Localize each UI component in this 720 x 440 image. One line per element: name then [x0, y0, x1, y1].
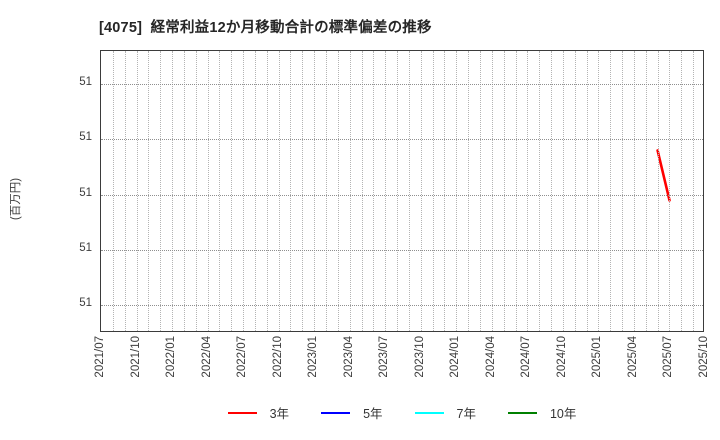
legend-item-1: 5年: [321, 403, 383, 422]
v-gridline: [503, 51, 505, 331]
legend-label: 7年: [456, 407, 476, 421]
v-gridline: [622, 51, 624, 331]
x-tick-label: 2021/07: [94, 336, 106, 378]
x-tick-label: 2024/01: [449, 336, 462, 378]
legend-item-3: 10年: [507, 403, 577, 422]
v-gridline: [491, 51, 493, 331]
v-gridline: [693, 51, 695, 331]
v-gridline: [551, 51, 553, 331]
y-tick-label: 51: [79, 76, 92, 89]
legend-item-2: 7年: [414, 403, 476, 422]
v-gridline: [124, 51, 126, 331]
legend-label: 5年: [363, 407, 383, 421]
h-gridline: [101, 84, 703, 86]
h-gridline: [101, 305, 703, 307]
v-gridline: [586, 51, 588, 331]
v-gridline: [527, 51, 529, 331]
v-gridline: [302, 51, 304, 331]
v-gridline: [456, 51, 458, 331]
legend-line-swatch: [321, 411, 351, 414]
legend-line-swatch: [507, 411, 537, 414]
x-tick-label: 2022/01: [165, 336, 178, 378]
x-tick-label: 2022/07: [236, 336, 249, 378]
x-tick-label: 2023/10: [413, 336, 426, 378]
v-gridline: [645, 51, 647, 331]
v-gridline: [349, 51, 351, 331]
y-tick-label: 51: [79, 186, 92, 199]
y-tick-label: 51: [79, 242, 92, 255]
x-tick-label: 2024/04: [484, 336, 497, 378]
v-gridline: [278, 51, 280, 331]
v-gridline: [669, 51, 671, 331]
h-gridline: [101, 194, 703, 196]
series-lines-layer: [656, 149, 671, 202]
v-gridline: [468, 51, 470, 331]
x-tick-label: 2025/01: [591, 336, 604, 378]
v-gridline: [633, 51, 635, 331]
v-gridline: [444, 51, 446, 331]
series-line-0: [656, 149, 671, 202]
chart-title: [4075] 経常利益12か月移動合計の標準偏差の推移: [99, 20, 432, 36]
plot-area: [100, 50, 704, 332]
h-gridline: [101, 250, 703, 252]
v-gridline: [219, 51, 221, 331]
y-axis-unit-label: (百万円): [10, 177, 23, 221]
v-gridline: [148, 51, 150, 331]
x-tick-label: 2025/10: [698, 336, 710, 378]
legend-label: 10年: [549, 407, 577, 421]
v-gridline: [610, 51, 612, 331]
v-gridline: [337, 51, 339, 331]
v-gridline: [681, 51, 683, 331]
legend-item-0: 3年: [227, 403, 290, 422]
y-axis-unit-label-box: (百万円): [2, 156, 28, 242]
v-gridline: [574, 51, 576, 331]
x-tick-label: 2025/04: [626, 336, 639, 378]
legend-line-swatch: [414, 411, 444, 414]
v-gridline: [326, 51, 328, 331]
v-gridline: [254, 51, 256, 331]
x-tick-label: 2023/07: [378, 336, 391, 378]
v-gridline: [136, 51, 138, 331]
x-tick-label: 2024/07: [520, 336, 533, 378]
x-tick-label: 2023/01: [307, 336, 320, 378]
x-tick-label: 2022/04: [200, 336, 213, 378]
v-gridline: [314, 51, 316, 331]
v-gridline: [172, 51, 174, 331]
v-gridline: [408, 51, 410, 331]
v-gridline: [657, 51, 659, 331]
legend-label: 3年: [269, 407, 290, 421]
y-tick-label: 51: [79, 297, 92, 310]
v-gridline: [373, 51, 375, 331]
legend-line-swatch: [227, 411, 257, 414]
x-tick-label: 2022/10: [271, 336, 284, 378]
v-gridline: [195, 51, 197, 331]
x-tick-label: 2024/10: [555, 336, 568, 378]
v-gridline: [243, 51, 245, 331]
h-gridline: [101, 139, 703, 141]
v-gridline: [183, 51, 185, 331]
v-gridline: [539, 51, 541, 331]
x-tick-label: 2023/04: [342, 336, 355, 378]
v-gridline: [290, 51, 292, 331]
v-gridline: [515, 51, 517, 331]
v-gridline: [432, 51, 434, 331]
y-tick-label: 51: [79, 131, 92, 144]
v-gridline: [207, 51, 209, 331]
x-tick-label: 2025/07: [662, 336, 675, 378]
chart-legend: 3年 5年 7年 10年: [100, 403, 704, 422]
v-gridline: [385, 51, 387, 331]
v-gridline: [112, 51, 114, 331]
v-gridline: [160, 51, 162, 331]
v-gridline: [420, 51, 422, 331]
v-gridline: [479, 51, 481, 331]
v-gridline: [361, 51, 363, 331]
v-gridline: [231, 51, 233, 331]
v-gridline: [397, 51, 399, 331]
v-gridline: [598, 51, 600, 331]
x-tick-label: 2021/10: [129, 336, 142, 378]
v-gridline: [266, 51, 268, 331]
v-gridline: [562, 51, 564, 331]
